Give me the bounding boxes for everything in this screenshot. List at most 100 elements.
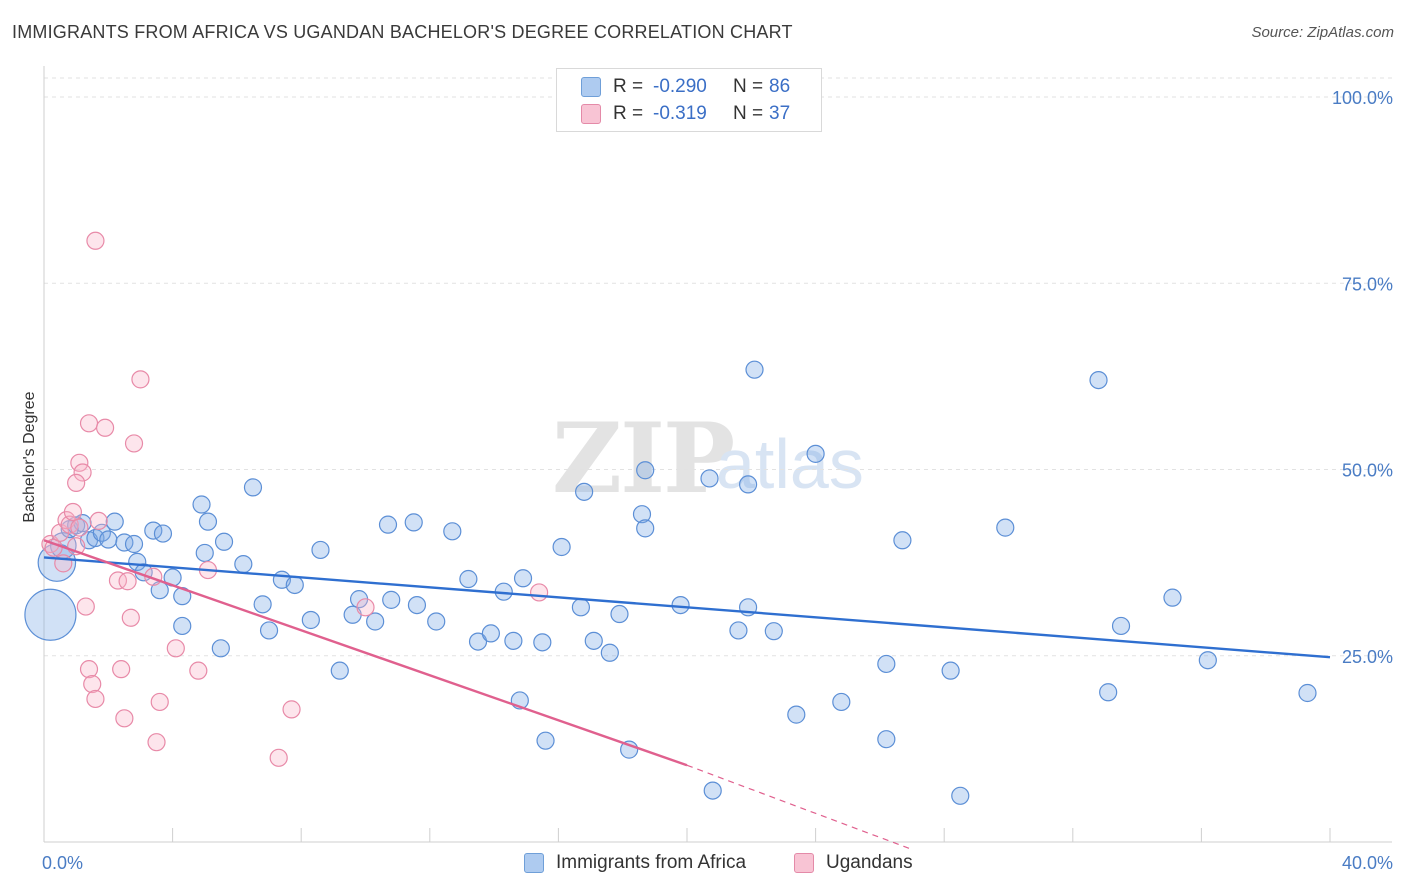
point-africa [504,631,523,650]
point-africa [404,513,423,532]
point-ugandans [269,748,288,767]
legend-r-value: -0.290 [653,76,707,97]
point-africa [195,543,214,563]
point-africa [632,505,652,524]
point-africa [636,461,655,480]
correlation-legend: R = -0.290 N = 86 R = -0.319 N = 37 [556,68,822,132]
point-africa [832,692,851,712]
point-ugandans [121,608,140,627]
point-ugandans [86,689,105,709]
point-africa [951,786,970,805]
point-ugandans [282,700,301,719]
point-ugandans [189,661,208,680]
point-africa [877,654,896,674]
legend-swatch-africa [581,77,601,97]
y-tick-label: 50.0% [1342,461,1393,481]
point-africa [99,530,118,549]
point-africa [311,540,330,560]
point-africa [941,661,960,680]
point-africa [1099,683,1118,702]
point-africa [301,610,320,630]
point-ugandans [108,571,128,590]
point-ugandans [95,418,115,437]
watermark-zip: ZIP [552,402,735,515]
point-africa [153,524,173,543]
legend-item-africa[interactable]: Immigrants from Africa [524,852,746,874]
point-africa [192,495,211,514]
point-africa [407,595,427,615]
axis-ticks [43,828,1331,842]
point-africa [243,478,263,497]
legend-swatch-ugandans [581,104,601,124]
point-africa [1163,588,1182,607]
trend-line-ugandans [43,539,688,767]
point-ugandans [79,414,99,433]
point-ugandans [86,231,105,250]
point-africa [211,639,230,658]
legend-item-ugandans[interactable]: Ugandans [794,852,913,874]
point-africa [610,604,629,624]
point-africa [738,475,758,494]
point-africa [893,531,912,550]
point-ugandans [166,639,185,658]
point-ugandans [70,518,89,537]
point-ugandans [356,598,375,617]
legend-r-label: R = [613,76,644,97]
point-africa [285,575,304,595]
legend-n-label: N = [733,76,764,97]
trend-line-ugandans-extension [686,764,913,851]
point-africa [124,534,144,554]
point-ugandans [63,502,83,522]
legend-swatch-ugandans [794,853,814,873]
legend-swatch-africa [524,853,544,873]
legend-r-value: -0.319 [653,103,707,124]
trend-lines [43,539,1331,851]
point-africa [764,622,783,641]
y-tick-label: 75.0% [1342,274,1393,294]
point-africa [806,444,825,463]
point-africa [481,624,500,643]
point-africa [105,512,124,531]
point-ugandans [112,660,131,679]
legend-n-value: 37 [769,103,791,124]
point-ugandans [530,583,549,602]
point-africa [745,360,764,379]
point-ugandans [89,511,108,531]
point-ugandans [79,660,99,679]
point-africa [1111,616,1131,636]
point-africa [24,588,77,641]
legend-r-label: R = [613,103,644,124]
point-africa [366,612,385,631]
point-africa [1198,651,1217,670]
point-africa [787,705,806,724]
point-africa [468,632,488,651]
legend-label-ugandans: Ugandans [826,852,913,873]
y-tick-label: 100.0% [1332,88,1393,108]
point-africa [552,537,571,557]
legend-row-africa: R = -0.290 N = 86 [581,74,790,100]
point-africa [253,595,272,614]
watermark-atlas: atlas [716,425,864,503]
point-africa [1298,683,1317,703]
source-credit: Source: ZipAtlas.com [1251,24,1394,41]
point-africa [115,533,134,552]
x-tick-label: 40.0% [1342,853,1393,873]
point-ugandans [124,434,144,453]
chart-title: IMMIGRANTS FROM AFRICA VS UGANDAN BACHEL… [12,22,793,42]
point-ugandans [70,453,89,472]
point-africa [198,512,218,531]
point-africa [92,523,111,542]
point-africa [173,616,192,636]
point-ugandans [150,692,169,712]
point-ugandans [147,733,166,752]
axis-labels: 25.0% 50.0% 75.0% 100.0% 0.0% 40.0% Bachelor's… [21,88,1393,873]
point-africa [459,569,478,589]
point-africa [703,781,722,800]
point-africa [877,730,896,749]
point-africa [427,612,446,631]
point-africa [214,532,234,551]
point-africa [571,598,591,617]
point-ugandans [83,674,102,694]
point-africa [536,731,555,750]
